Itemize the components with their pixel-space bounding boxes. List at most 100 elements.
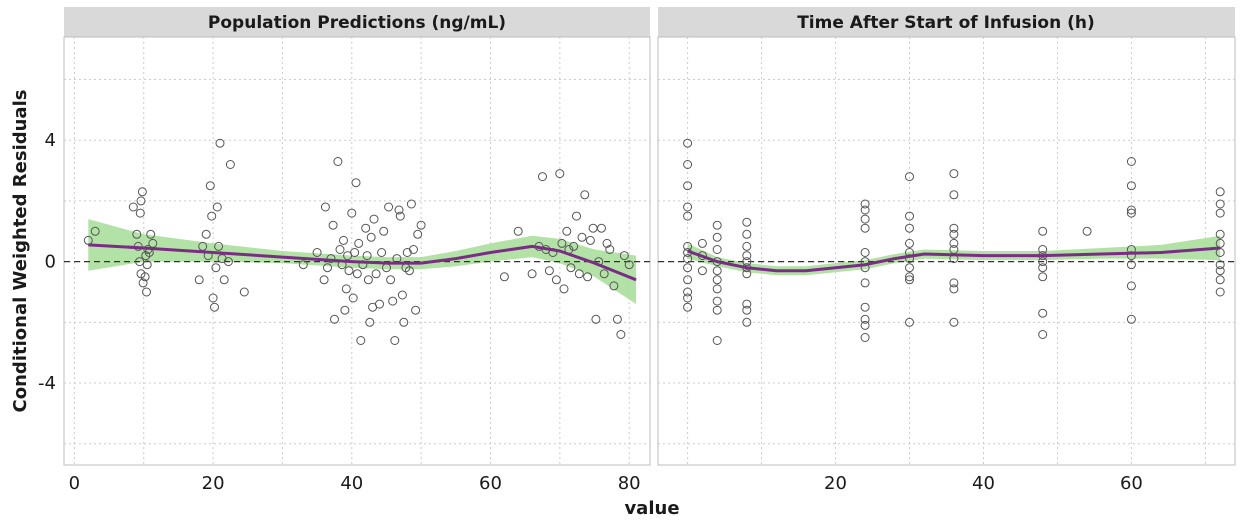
data-point bbox=[388, 296, 398, 306]
data-point bbox=[949, 284, 959, 294]
data-point bbox=[742, 305, 752, 315]
data-point bbox=[413, 229, 423, 239]
data-point bbox=[347, 208, 357, 218]
data-point bbox=[683, 263, 693, 273]
panel-time-after-infusion: Time After Start of Infusion (h) 20 40 60 bbox=[657, 7, 1236, 494]
data-point bbox=[683, 202, 693, 212]
data-point bbox=[1038, 257, 1048, 267]
data-point bbox=[354, 238, 364, 248]
data-point bbox=[219, 275, 229, 285]
x-tick-label: 20 bbox=[202, 473, 225, 494]
data-point bbox=[905, 238, 914, 248]
data-point bbox=[1126, 260, 1136, 270]
data-point bbox=[1038, 308, 1048, 318]
data-point bbox=[712, 296, 722, 306]
data-point bbox=[742, 257, 752, 267]
data-point bbox=[905, 275, 914, 285]
data-point bbox=[397, 290, 407, 300]
data-point bbox=[499, 272, 509, 282]
data-point bbox=[583, 272, 593, 282]
data-point bbox=[905, 223, 914, 233]
strip-background bbox=[658, 7, 1235, 37]
data-point bbox=[1215, 266, 1225, 276]
x-tick-label: 60 bbox=[1120, 473, 1143, 494]
data-point bbox=[1215, 187, 1225, 197]
data-point bbox=[712, 284, 722, 294]
data-point bbox=[83, 235, 93, 245]
data-point bbox=[683, 138, 693, 148]
data-point bbox=[140, 272, 150, 282]
data-point bbox=[624, 260, 634, 270]
data-point bbox=[406, 199, 416, 209]
data-point bbox=[712, 232, 722, 242]
loess-smooth-line bbox=[687, 246, 1221, 273]
y-tick-label: 4 bbox=[45, 130, 56, 151]
data-point bbox=[369, 214, 379, 224]
data-point bbox=[860, 248, 870, 257]
data-point bbox=[1082, 226, 1092, 236]
data-point bbox=[366, 232, 376, 242]
data-point bbox=[1126, 205, 1136, 215]
data-point bbox=[559, 284, 569, 294]
data-point bbox=[905, 263, 914, 273]
data-point bbox=[205, 181, 215, 191]
panel-title: Time After Start of Infusion (h) bbox=[797, 13, 1095, 33]
data-point bbox=[742, 217, 752, 227]
data-point bbox=[612, 314, 622, 324]
panel-title: Population Predictions (ng/mL) bbox=[208, 13, 506, 33]
data-point bbox=[949, 317, 959, 327]
data-point bbox=[905, 172, 914, 182]
data-point bbox=[356, 336, 366, 345]
data-point bbox=[352, 269, 362, 279]
x-tick-labels: 0 20 40 60 80 bbox=[69, 473, 641, 494]
data-point bbox=[135, 257, 145, 267]
data-point bbox=[949, 190, 959, 200]
strip-background bbox=[64, 7, 650, 37]
data-point bbox=[214, 241, 224, 251]
data-point bbox=[597, 223, 606, 233]
data-point bbox=[363, 275, 373, 285]
data-point bbox=[712, 220, 722, 230]
data-point bbox=[225, 160, 235, 169]
data-point bbox=[138, 278, 148, 288]
data-point bbox=[860, 278, 870, 288]
data-point bbox=[905, 211, 914, 221]
data-point bbox=[319, 275, 329, 285]
y-tick-labels: 4 0 -4 bbox=[38, 130, 56, 394]
data-point bbox=[128, 202, 138, 212]
x-tick-label: 40 bbox=[972, 473, 995, 494]
data-point bbox=[215, 138, 225, 148]
data-point bbox=[379, 226, 389, 236]
data-point bbox=[207, 211, 217, 221]
data-point bbox=[298, 260, 308, 270]
data-point bbox=[712, 275, 722, 285]
data-point bbox=[591, 314, 601, 324]
data-point bbox=[386, 275, 396, 285]
data-point bbox=[616, 330, 626, 339]
data-point bbox=[905, 272, 914, 282]
data-point bbox=[132, 229, 142, 239]
data-point bbox=[572, 211, 581, 221]
x-tick-labels: 20 40 60 bbox=[824, 473, 1143, 494]
data-point bbox=[194, 275, 204, 285]
data-point bbox=[210, 302, 219, 312]
data-point bbox=[1215, 260, 1225, 270]
data-point bbox=[949, 229, 959, 239]
data-point bbox=[142, 287, 151, 297]
data-point bbox=[201, 229, 211, 239]
data-point bbox=[137, 187, 147, 197]
data-point bbox=[697, 266, 707, 276]
data-point bbox=[599, 269, 609, 279]
data-point bbox=[1215, 229, 1225, 239]
data-point bbox=[683, 302, 693, 312]
data-point bbox=[1215, 287, 1225, 297]
scatter-points bbox=[83, 138, 634, 345]
data-point bbox=[742, 299, 752, 309]
data-point bbox=[395, 211, 405, 221]
x-tick-label: 80 bbox=[618, 473, 641, 494]
data-point bbox=[1215, 199, 1225, 209]
data-point bbox=[712, 266, 722, 276]
data-point bbox=[742, 269, 752, 279]
data-point bbox=[208, 293, 218, 303]
data-point bbox=[328, 220, 338, 230]
